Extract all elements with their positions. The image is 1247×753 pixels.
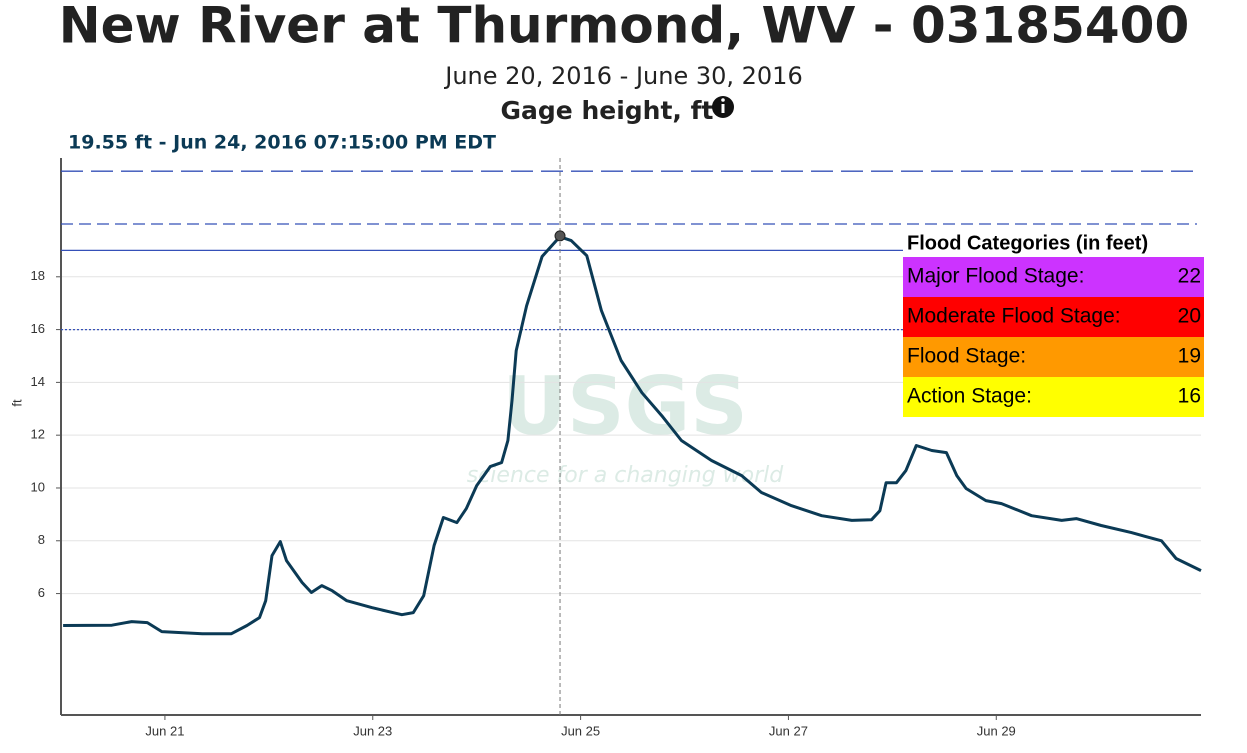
x-tick-label: Jun 21 xyxy=(145,723,184,738)
watermark-logo: USGS xyxy=(502,360,748,453)
chart-subtitle: June 20, 2016 - June 30, 2016 xyxy=(443,62,802,90)
y-tick-label: 16 xyxy=(31,321,45,336)
flood-row xyxy=(903,257,1204,297)
info-icon[interactable] xyxy=(712,96,734,118)
x-tick-label: Jun 25 xyxy=(561,723,600,738)
flood-row-value: 22 xyxy=(1178,265,1201,288)
flood-table: Flood Categories (in feet) Major Flood St… xyxy=(903,229,1204,417)
flood-table-title: Flood Categories (in feet) xyxy=(907,232,1148,254)
y-tick-label: 14 xyxy=(31,374,45,389)
flood-row-value: 16 xyxy=(1178,385,1201,408)
series-label: Gage height, ft xyxy=(501,96,714,125)
x-tick-label: Jun 23 xyxy=(353,723,392,738)
flood-table-header xyxy=(903,229,1204,257)
flood-row-value: 19 xyxy=(1178,345,1201,368)
chart-title: New River at Thurmond, WV - 03185400 xyxy=(59,0,1190,55)
y-tick-label: 18 xyxy=(31,268,45,283)
flood-row-name: Major Flood Stage: xyxy=(907,265,1084,288)
y-tick-label: 6 xyxy=(38,585,45,600)
hover-point xyxy=(554,230,566,242)
flood-row xyxy=(903,297,1204,337)
flood-row-name: Action Stage: xyxy=(907,385,1032,408)
y-tick-label: 8 xyxy=(38,532,45,547)
y-tick-label: 12 xyxy=(31,427,45,442)
flood-row xyxy=(903,337,1204,377)
flood-row-name: Moderate Flood Stage: xyxy=(907,305,1121,328)
x-tick-label: Jun 29 xyxy=(977,723,1016,738)
watermark-tagline: science for a changing world xyxy=(467,463,785,488)
y-tick-label: 10 xyxy=(31,479,45,494)
y-axis-label: ft xyxy=(9,399,24,407)
flood-row-name: Flood Stage: xyxy=(907,345,1026,368)
flood-row xyxy=(903,377,1204,417)
hover-label: 19.55 ft - Jun 24, 2016 07:15:00 PM EDT xyxy=(68,132,496,154)
flood-row-value: 20 xyxy=(1178,305,1201,328)
x-tick-label: Jun 27 xyxy=(769,723,808,738)
data-line xyxy=(63,235,1202,636)
